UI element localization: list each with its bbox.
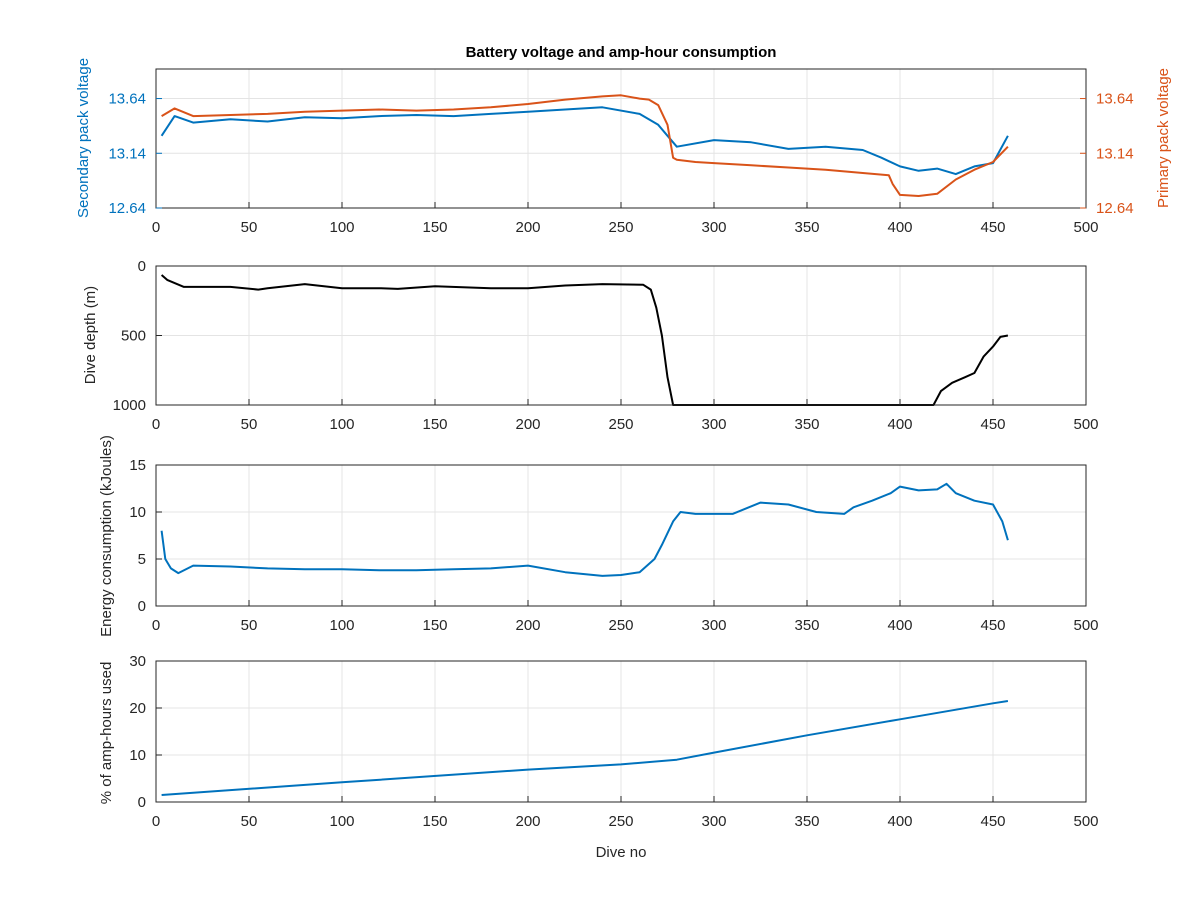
voltage-y-label-right: Primary pack voltage (1155, 68, 1172, 208)
voltage-y-tick-label: 13.64 (108, 91, 146, 108)
amp-hours-y-tick-label: 0 (138, 794, 146, 811)
amp-hours-x-tick-label: 100 (329, 813, 354, 830)
voltage-series (160, 94, 1009, 197)
depth-series (160, 274, 1009, 406)
energy-series (160, 482, 1009, 577)
amp-hours-series (161, 700, 1009, 796)
voltage-x-tick-label: 500 (1073, 219, 1098, 236)
amp-hours-x-ticks: 0 50 100 150 200 250 300 350 400 450 500 (152, 796, 1099, 830)
panel-amp-hours: 0 50 100 150 200 250 300 350 400 450 500 0 10 20 30 %… (98, 653, 1099, 861)
amp-hours-x-tick-label: 0 (152, 813, 160, 830)
amp-hours-series-line-0 (161, 700, 1009, 796)
panel-energy: 0 50 100 150 200 250 300 350 400 450 500 0 5 10 15 En… (98, 435, 1099, 637)
amp-hours-x-tick-label: 450 (980, 813, 1005, 830)
amp-hours-x-tick-label: 250 (608, 813, 633, 830)
panel-depth: 0 50 100 150 200 250 300 350 400 450 500 05001000 … (82, 258, 1099, 433)
energy-y-tick-label: 0 (138, 598, 146, 615)
depth-x-tick-label: 250 (608, 416, 633, 433)
voltage-y-ticks-left: 12.64 13.14 13.64 (108, 91, 162, 217)
amp-hours-x-tick-label: 400 (887, 813, 912, 830)
voltage-y-right-tick-label: 13.64 (1096, 91, 1134, 108)
depth-x-tick-label: 450 (980, 416, 1005, 433)
voltage-y-tick-label: 13.14 (108, 145, 146, 162)
voltage-x-tick-label: 350 (794, 219, 819, 236)
energy-x-tick-label: 350 (794, 617, 819, 634)
voltage-x-tick-label: 300 (701, 219, 726, 236)
amp-hours-x-tick-label: 150 (422, 813, 447, 830)
amp-hours-y-label: % of amp-hours used (98, 662, 115, 805)
voltage-series-line-left (160, 106, 1009, 176)
amp-hours-y-tick-label: 20 (129, 700, 146, 717)
depth-x-tick-label: 200 (515, 416, 540, 433)
amp-hours-y-tick-label: 30 (129, 653, 146, 670)
energy-x-tick-label: 100 (329, 617, 354, 634)
voltage-x-tick-label: 150 (422, 219, 447, 236)
amp-hours-x-tick-label: 300 (701, 813, 726, 830)
amp-hours-x-tick-label: 500 (1073, 813, 1098, 830)
voltage-x-tick-label: 450 (980, 219, 1005, 236)
energy-x-tick-label: 150 (422, 617, 447, 634)
voltage-y-tick-label: 12.64 (108, 200, 146, 217)
voltage-y-label-left: Secondary pack voltage (75, 58, 92, 218)
depth-x-tick-label: 100 (329, 416, 354, 433)
depth-x-tick-label: 0 (152, 416, 160, 433)
depth-y-tick-label: 1000 (113, 397, 146, 414)
depth-y-ticks: 0 500 1000 (113, 258, 162, 414)
voltage-x-tick-label: 250 (608, 219, 633, 236)
energy-x-tick-label: 50 (241, 617, 258, 634)
voltage-y-right-tick-label: 13.14 (1096, 145, 1134, 162)
voltage-x-tick-label: 200 (515, 219, 540, 236)
amp-hours-grid (156, 661, 1086, 802)
energy-y-tick-label: 15 (129, 457, 146, 474)
x-axis-label: Dive no (596, 844, 647, 861)
depth-x-tick-label: 350 (794, 416, 819, 433)
depth-x-tick-label: 150 (422, 416, 447, 433)
energy-x-tick-label: 450 (980, 617, 1005, 634)
depth-x-tick-label: 300 (701, 416, 726, 433)
energy-x-tick-label: 250 (608, 617, 633, 634)
voltage-series-line-right (161, 94, 1009, 197)
depth-y-label: Dive depth (m) (82, 286, 99, 384)
depth-series-line-0 (160, 274, 1009, 406)
amp-hours-x-tick-label: 200 (515, 813, 540, 830)
depth-x-tick-label: 50 (241, 416, 258, 433)
energy-x-tick-label: 300 (701, 617, 726, 634)
voltage-x-tick-label: 50 (241, 219, 258, 236)
depth-y-tick-label: 0 (138, 258, 146, 275)
voltage-x-tick-label: 0 (152, 219, 160, 236)
voltage-x-tick-label: 400 (887, 219, 912, 236)
voltage-x-ticks: 0 50 100 150 200 250 300 350 400 450 500 (152, 202, 1099, 236)
amp-hours-x-tick-label: 50 (241, 813, 258, 830)
amp-hours-y-tick-label: 10 (129, 747, 146, 764)
voltage-y-right-tick-label: 12.64 (1096, 200, 1134, 217)
energy-x-tick-label: 500 (1073, 617, 1098, 634)
energy-grid (156, 465, 1086, 606)
amp-hours-x-tick-label: 350 (794, 813, 819, 830)
energy-y-ticks: 0 5 10 15 (129, 457, 162, 615)
voltage-grid (156, 69, 1086, 208)
energy-x-tick-label: 0 (152, 617, 160, 634)
energy-x-ticks: 0 50 100 150 200 250 300 350 400 450 500 (152, 600, 1099, 634)
energy-x-tick-label: 400 (887, 617, 912, 634)
depth-x-tick-label: 500 (1073, 416, 1098, 433)
energy-y-label: Energy consumption (kJoules) (98, 435, 115, 637)
amp-hours-y-ticks: 0 10 20 30 (129, 653, 162, 811)
panel-voltage: 0 50 100 150 200 250 300 350 400 450 500 12.64 13.1… (75, 58, 1172, 236)
energy-y-tick-label: 5 (138, 551, 146, 568)
depth-y-tick-label: 500 (121, 328, 146, 345)
voltage-y-ticks-right: 12.64 13.14 13.64 (1080, 91, 1134, 217)
depth-x-ticks: 0 50 100 150 200 250 300 350 400 450 500 (152, 399, 1099, 433)
depth-x-tick-label: 400 (887, 416, 912, 433)
chart-title: Battery voltage and amp-hour consumption (466, 44, 777, 61)
energy-series-line-0 (160, 482, 1009, 577)
energy-y-tick-label: 10 (129, 504, 146, 521)
voltage-x-tick-label: 100 (329, 219, 354, 236)
energy-x-tick-label: 200 (515, 617, 540, 634)
